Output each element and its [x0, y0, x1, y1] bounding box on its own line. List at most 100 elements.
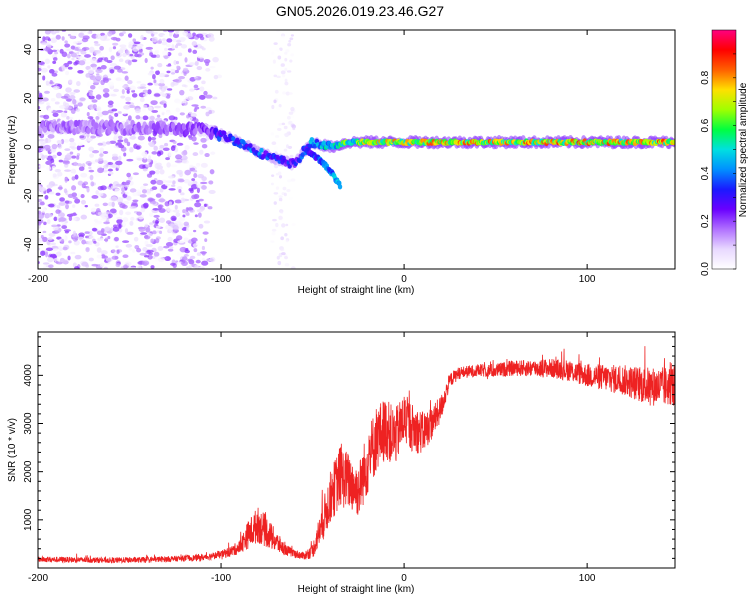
spectrogram-noise-point — [181, 108, 186, 113]
spectrogram-noise-point — [205, 67, 211, 72]
spectrogram-noise-point — [274, 89, 279, 94]
spectrogram-noise-point — [92, 66, 97, 70]
spectrogram-noise-point — [89, 46, 95, 53]
spectrogram-noise-point — [143, 93, 148, 97]
spectrogram-noise-point — [138, 227, 146, 232]
spectrogram-noise-point — [271, 141, 277, 146]
spectrogram-y-tick-label: -40 — [23, 237, 34, 252]
spectrogram-noise-point — [156, 114, 161, 118]
spectrogram-ridge-point — [84, 120, 89, 128]
spectrogram-noise-point — [201, 260, 209, 266]
spectrogram-noise-point — [175, 212, 181, 218]
spectrogram-noise-point — [158, 198, 166, 203]
spectrogram-noise-point — [99, 147, 105, 153]
colorbar-tick-label: 0.2 — [700, 214, 711, 228]
spectrogram-noise-point — [111, 201, 115, 208]
spectrogram-noise-point — [105, 141, 111, 145]
spectrogram-ridge-point — [287, 163, 292, 169]
spectrogram-noise-point — [284, 67, 288, 72]
spectrogram-ridge-point — [107, 127, 112, 135]
spectrogram-noise-point — [291, 124, 297, 129]
spectrogram-noise-point — [65, 87, 72, 93]
spectrogram-noise-point — [68, 215, 73, 222]
spectrogram-noise-point — [78, 32, 85, 38]
spectrogram-noise-point — [116, 165, 121, 169]
spectrogram-noise-point — [132, 172, 139, 176]
spectrogram-noise-point — [164, 256, 171, 262]
spectrogram-noise-point — [99, 45, 104, 51]
spectrogram-noise-point — [152, 230, 157, 235]
spectrogram-noise-point — [170, 164, 178, 168]
spectrogram-noise-point — [77, 142, 84, 147]
spectrogram-noise-point — [131, 89, 136, 93]
spectrogram-noise-point — [155, 220, 159, 225]
spectrogram-noise-point — [208, 110, 212, 115]
spectrogram-noise-point — [147, 82, 153, 86]
spectrogram-noise-point — [113, 88, 120, 93]
spectrogram-noise-point — [56, 139, 62, 145]
spectrogram-noise-point — [150, 179, 157, 185]
spectrogram-noise-point — [55, 109, 64, 113]
spectrogram-noise-point — [122, 200, 130, 205]
spectrogram-noise-point — [38, 67, 42, 72]
spectrogram-noise-point — [94, 171, 101, 178]
spectrogram-noise-point — [50, 37, 57, 44]
spectrogram-noise-point — [271, 104, 275, 110]
spectrogram-noise-point — [142, 108, 147, 112]
spectrogram-noise-point — [284, 78, 288, 83]
spectrogram-noise-point — [65, 70, 70, 76]
spectrogram-noise-point — [70, 30, 78, 37]
spectrogram-noise-point — [131, 161, 140, 166]
spectrogram-noise-point — [117, 139, 124, 143]
spectrogram-noise-point — [178, 52, 183, 57]
spectrogram-noise-point — [155, 193, 162, 198]
spectrogram-noise-point — [136, 157, 143, 161]
snr-panel: -200 -100 0 100 1000 2000 3000 4000 Height of s… — [7, 331, 676, 595]
spectrogram-noise-point — [151, 36, 158, 43]
spectrogram-noise-point — [152, 73, 156, 80]
spectrogram-noise-point — [72, 98, 77, 105]
spectrogram-noise-point — [76, 51, 80, 55]
spectrogram-noise-point — [280, 236, 284, 241]
spectrogram-x-tick-label: -200 — [28, 274, 48, 285]
spectrogram-noise-point — [142, 168, 148, 172]
spectrogram-noise-point — [107, 168, 114, 172]
spectrogram-noise-point — [38, 92, 43, 98]
spectrogram-noise-point — [60, 138, 65, 145]
spectrogram-noise-point — [77, 193, 81, 198]
spectrogram-noise-point — [277, 127, 282, 132]
spectrogram-noise-point — [281, 122, 286, 126]
spectrogram-noise-point — [150, 100, 158, 106]
spectrogram-noise-point — [76, 145, 81, 151]
spectrogram-noise-point — [81, 261, 89, 267]
spectrogram-noise-point — [111, 163, 118, 169]
spectrogram-ridge-point — [231, 136, 236, 142]
spectrogram-noise-point — [128, 44, 133, 49]
spectrogram-noise-point — [177, 223, 184, 230]
spectrogram-noise-point — [70, 35, 75, 40]
spectrogram-noise-point — [270, 240, 275, 243]
spectrogram-noise-point — [103, 266, 109, 269]
spectrogram-noise-point — [197, 212, 202, 218]
spectrogram-noise-point — [205, 107, 212, 111]
spectrogram-noise-point — [193, 118, 199, 124]
spectrogram-noise-point — [66, 48, 74, 52]
spectrogram-noise-point — [121, 187, 125, 192]
spectrogram-noise-point — [106, 59, 113, 64]
spectrogram-noise-point — [89, 75, 97, 81]
spectrogram-noise-point — [198, 223, 204, 229]
spectrogram-noise-point — [100, 185, 107, 191]
spectrogram-noise-point — [205, 94, 213, 99]
spectrogram-noise-point — [166, 70, 171, 74]
spectrogram-noise-point — [150, 137, 157, 141]
spectrogram-noise-point — [38, 100, 45, 105]
spectrogram-noise-point — [192, 49, 198, 54]
spectrogram-noise-point — [183, 254, 189, 257]
spectrogram-noise-point — [64, 200, 70, 204]
spectrogram-noise-point — [271, 51, 275, 55]
spectrogram-noise-point — [194, 214, 198, 218]
spectrogram-noise-point — [104, 237, 108, 243]
spectrogram-noise-point — [189, 88, 195, 92]
spectrogram-noise-point — [118, 223, 122, 229]
